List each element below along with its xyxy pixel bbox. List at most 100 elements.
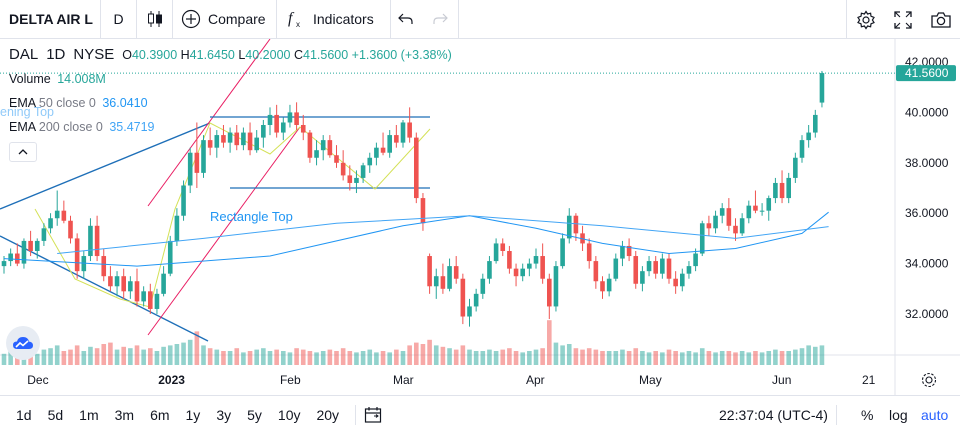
time-axis: Dec 2023 Feb Mar Apr May Jun 21 bbox=[27, 372, 937, 388]
candle-body bbox=[54, 210, 60, 219]
volume-bar bbox=[673, 351, 678, 365]
range-5d[interactable]: 5d bbox=[47, 406, 64, 423]
log-toggle[interactable]: log bbox=[889, 407, 908, 423]
volume-bar bbox=[460, 345, 466, 365]
close-value: 41.5600 bbox=[303, 47, 349, 62]
volume-bar bbox=[606, 351, 612, 365]
range-10y[interactable]: 10y bbox=[277, 406, 301, 423]
time-tick-label: Feb bbox=[280, 373, 301, 387]
volume-bar bbox=[513, 351, 519, 365]
candle-body bbox=[513, 268, 519, 277]
axis-settings-gear-icon[interactable] bbox=[921, 372, 937, 388]
ema200-line bbox=[57, 215, 829, 254]
candle-body bbox=[227, 132, 233, 143]
candle-body bbox=[473, 293, 479, 307]
volume-bar bbox=[686, 351, 692, 365]
candle-body bbox=[493, 243, 499, 262]
volume-bar bbox=[759, 352, 765, 365]
volume-bar bbox=[566, 344, 572, 365]
undo-button[interactable] bbox=[391, 0, 421, 39]
candle-body bbox=[653, 261, 658, 274]
symbol-search-button[interactable]: DELTA AIR L bbox=[0, 0, 101, 39]
candle-body bbox=[41, 228, 47, 241]
gear-teeth bbox=[921, 372, 937, 388]
candle-body bbox=[613, 258, 619, 279]
volume-bar bbox=[61, 351, 67, 365]
candle-body bbox=[606, 278, 612, 292]
volume-bar bbox=[719, 351, 725, 365]
volume-bar bbox=[267, 351, 273, 365]
volume-bar bbox=[201, 345, 206, 365]
volume-bar bbox=[620, 349, 625, 365]
candle-body bbox=[94, 225, 100, 257]
candle-body bbox=[221, 135, 226, 143]
compare-button[interactable]: Compare bbox=[173, 0, 277, 39]
volume-bar bbox=[48, 348, 53, 365]
indicators-button[interactable]: f x Indicators bbox=[277, 0, 391, 39]
range-5y[interactable]: 5y bbox=[247, 406, 262, 423]
volume-bar bbox=[733, 352, 738, 365]
candle-body bbox=[547, 278, 552, 307]
candle-body bbox=[354, 177, 359, 183]
volume-bar bbox=[387, 352, 392, 365]
candle-body bbox=[713, 215, 718, 229]
candle-body bbox=[420, 198, 426, 224]
volume-bar bbox=[274, 349, 279, 365]
volume-bar bbox=[414, 342, 419, 365]
percent-toggle[interactable]: % bbox=[861, 407, 874, 423]
fullscreen-button[interactable] bbox=[884, 0, 922, 39]
range-20y[interactable]: 20y bbox=[316, 406, 340, 423]
range-3m[interactable]: 3m bbox=[114, 406, 135, 423]
redo-button[interactable] bbox=[421, 0, 459, 39]
volume-bar bbox=[314, 352, 319, 365]
candle-body bbox=[367, 157, 373, 166]
volume-bar bbox=[560, 345, 565, 365]
candle-body bbox=[128, 281, 133, 292]
legend-ema200[interactable]: EMA 200 close 0 35.4719 bbox=[9, 120, 155, 134]
chart-type-button[interactable] bbox=[137, 0, 173, 39]
settings-button[interactable] bbox=[846, 0, 884, 39]
candle-body bbox=[34, 240, 40, 251]
screenshot-button[interactable] bbox=[922, 0, 960, 39]
tradingview-logo[interactable] bbox=[6, 326, 40, 360]
volume-bar bbox=[819, 345, 825, 365]
legend-collapse-button[interactable] bbox=[9, 142, 37, 162]
volume-bar bbox=[739, 351, 745, 365]
volume-bar bbox=[580, 349, 585, 365]
volume-bar bbox=[114, 349, 120, 365]
volume-bar bbox=[227, 351, 233, 365]
volume-bar bbox=[553, 342, 559, 365]
legend-volume[interactable]: Volume 14.008M bbox=[9, 72, 106, 86]
volume-bar bbox=[8, 351, 13, 365]
divider bbox=[355, 404, 357, 425]
range-1d[interactable]: 1d bbox=[16, 406, 32, 423]
volume-bar bbox=[786, 351, 791, 365]
legend-symbol[interactable]: DAL bbox=[9, 46, 39, 63]
price-chart[interactable]: 42.000040.000038.000036.000034.000032.00… bbox=[0, 39, 960, 395]
range-selector: 1d 5d 1m 3m 6m 1y 3y 5y 10y 20y bbox=[8, 396, 347, 433]
candle-body bbox=[540, 256, 545, 279]
candle-body bbox=[507, 251, 512, 269]
candle-body bbox=[141, 291, 146, 302]
candle-body bbox=[673, 278, 678, 287]
volume-bars bbox=[1, 320, 825, 365]
range-6m[interactable]: 6m bbox=[150, 406, 170, 423]
candle-body bbox=[400, 122, 406, 143]
fullscreen-icon bbox=[894, 10, 912, 29]
low-value: 40.2000 bbox=[245, 47, 291, 62]
legend-ema50[interactable]: EMA 50 close 0 36.0410 bbox=[9, 96, 148, 110]
volume-bar bbox=[586, 348, 592, 365]
auto-toggle[interactable]: auto bbox=[921, 407, 949, 423]
range-1m[interactable]: 1m bbox=[79, 406, 99, 423]
volume-bar bbox=[487, 349, 492, 365]
volume-bar bbox=[706, 351, 712, 365]
timezone-clock[interactable]: 22:37:04 (UTC-4) bbox=[719, 407, 828, 423]
candle-body bbox=[680, 273, 685, 287]
interval-button[interactable]: D bbox=[101, 0, 137, 39]
ema50-value: 36.0410 bbox=[102, 96, 148, 110]
candle-body bbox=[407, 122, 412, 138]
volume-bar bbox=[640, 351, 645, 365]
range-1y[interactable]: 1y bbox=[185, 406, 201, 423]
range-3y[interactable]: 3y bbox=[216, 406, 232, 423]
date-range-button[interactable] bbox=[364, 406, 382, 424]
